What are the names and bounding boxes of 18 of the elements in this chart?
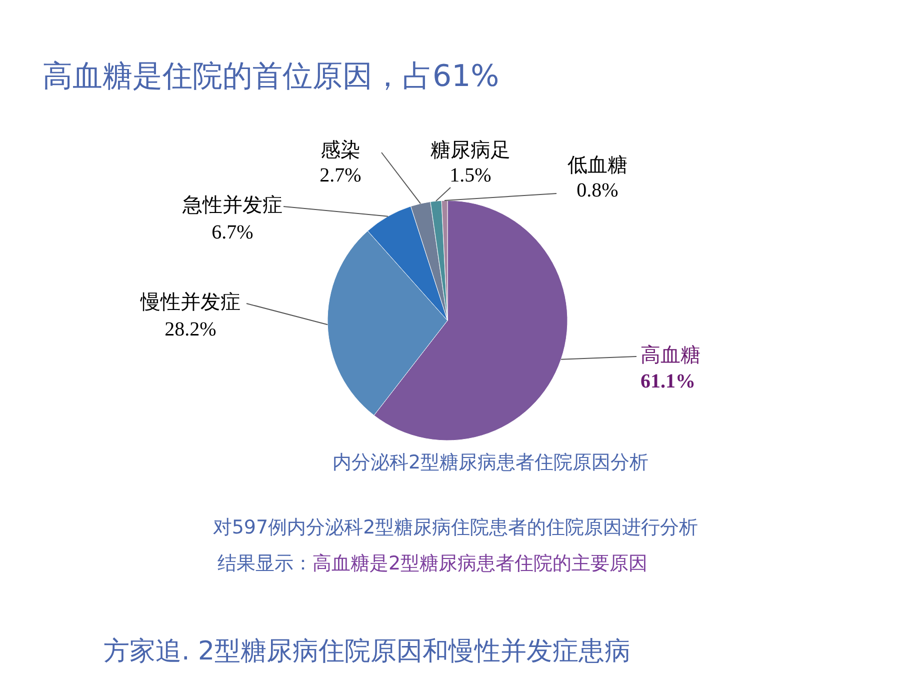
data-label: 2.7%: [320, 164, 362, 186]
slice-label: 慢性并发症: [140, 292, 240, 314]
data-label: 6.7%: [212, 222, 254, 244]
slice-label: 糖尿病足: [430, 140, 510, 162]
chart-title: 高血糖是住院的首位原因，占61%: [42, 59, 500, 94]
data-label: 61.1%: [640, 370, 696, 392]
text: 内分泌科2型糖尿病患者住院原因分析: [332, 452, 649, 474]
slice-label: 高血糖: [640, 344, 700, 366]
data-label: 0.8%: [576, 180, 618, 202]
slice-label: 急性并发症: [182, 194, 282, 216]
text: 方家追. 2型糖尿病住院原因和慢性并发症患病: [104, 636, 631, 666]
data-label: 1.5%: [450, 164, 492, 186]
text: 高血糖是2型糖尿病患者住院的主要原因: [312, 552, 648, 574]
slice-label: 感染: [320, 140, 360, 162]
slice-label: 低血糖: [568, 154, 628, 176]
text: 结果显示：: [218, 552, 312, 574]
text: 对597例内分泌科2型糖尿病住院患者的住院原因进行分析: [212, 516, 698, 538]
data-label: 28.2%: [164, 318, 216, 340]
